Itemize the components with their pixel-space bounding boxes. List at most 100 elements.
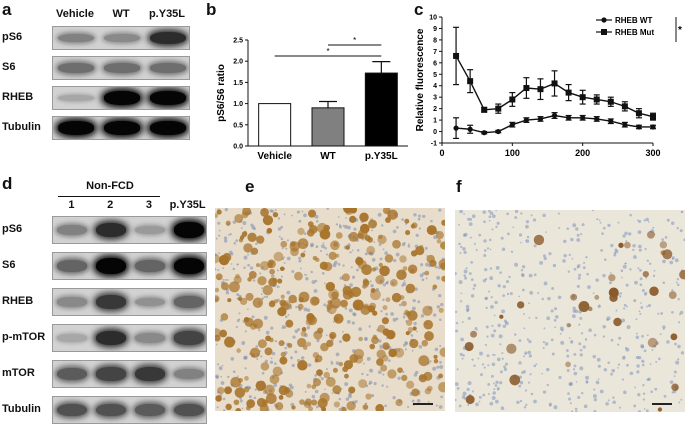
nucleus: [284, 315, 288, 319]
stained-cell: [225, 220, 231, 226]
y-axis-label: Relative fluorescence: [415, 28, 426, 131]
stained-cell: [361, 264, 372, 276]
stained-cell: [273, 251, 284, 262]
nucleus: [563, 239, 567, 244]
nucleus: [411, 349, 414, 352]
nucleus: [664, 236, 668, 239]
nucleus: [493, 388, 496, 391]
nucleus: [338, 397, 342, 401]
nucleus: [599, 389, 604, 394]
nucleus: [461, 357, 464, 360]
nucleus: [497, 284, 501, 288]
nucleus: [392, 317, 397, 322]
nucleus: [305, 274, 308, 276]
nucleus: [466, 387, 470, 392]
blot-band: [58, 121, 94, 135]
blot-band: [57, 368, 88, 380]
data-point: [579, 94, 586, 101]
nucleus: [567, 270, 571, 273]
data-point: [594, 116, 600, 122]
nucleus: [490, 333, 495, 338]
micrograph-texture: [215, 208, 445, 411]
nucleus: [482, 279, 487, 283]
nucleus: [593, 388, 596, 391]
nucleus: [657, 312, 660, 315]
nucleus: [579, 366, 584, 371]
blot-row-label: p-mTOR: [2, 331, 46, 343]
nucleus: [542, 390, 547, 394]
legend-label: RHEB Mut: [615, 28, 654, 37]
stained-cell: [248, 270, 257, 279]
stained-cell: [375, 275, 385, 285]
nucleus: [602, 324, 606, 329]
blot-band: [96, 222, 127, 238]
x-tick-label: 300: [645, 148, 660, 158]
nucleus: [468, 272, 472, 275]
nucleus: [573, 371, 578, 376]
nucleus: [261, 297, 264, 301]
stained-cell: [219, 329, 228, 338]
blot-band: [150, 31, 186, 45]
stained-cell: [224, 386, 232, 395]
stained-cell: [227, 298, 232, 303]
nucleus: [677, 358, 680, 361]
nucleus: [612, 396, 615, 399]
data-point: [580, 115, 586, 121]
stained-cell: [578, 300, 590, 312]
nucleus: [227, 234, 230, 236]
nucleus: [617, 363, 621, 366]
nucleus: [259, 272, 262, 275]
nucleus: [273, 383, 278, 388]
nucleus: [552, 263, 557, 268]
nucleus: [548, 404, 552, 407]
nucleus: [621, 356, 626, 360]
nucleus: [566, 227, 569, 230]
data-point: [551, 112, 558, 119]
nucleus: [636, 364, 640, 368]
nucleus: [325, 334, 328, 337]
nucleus: [625, 283, 629, 287]
nucleus: [370, 284, 374, 288]
stained-cell: [333, 313, 344, 324]
nucleus: [623, 303, 627, 307]
nucleus: [610, 243, 614, 248]
nucleus: [381, 224, 384, 227]
nucleus: [579, 316, 583, 320]
nucleus: [415, 233, 419, 237]
nucleus: [332, 320, 335, 323]
nucleus: [526, 235, 530, 239]
nucleus: [498, 334, 503, 339]
blot-row-label: RHEB: [2, 295, 34, 307]
nucleus: [645, 409, 649, 412]
stained-cell: [288, 294, 297, 304]
stained-cell: [317, 327, 324, 334]
nucleus: [599, 221, 602, 224]
nucleus: [462, 391, 467, 396]
nucleus: [677, 321, 681, 324]
stained-cell: [243, 243, 253, 253]
nucleus: [488, 219, 491, 222]
nucleus: [416, 399, 421, 403]
stained-cell: [307, 221, 314, 227]
nucleus: [342, 264, 345, 267]
nucleus: [369, 280, 372, 283]
nucleus: [541, 372, 544, 375]
stained-cell: [235, 408, 242, 411]
nucleus: [617, 221, 620, 224]
nucleus: [459, 252, 462, 255]
nucleus: [561, 328, 564, 332]
nucleus: [351, 249, 354, 252]
blot-strip: [52, 86, 190, 110]
blot-band: [173, 222, 204, 238]
nucleus: [645, 217, 649, 222]
stained-cell: [440, 262, 445, 271]
significance-label: *: [326, 47, 329, 56]
blot-band: [96, 258, 127, 274]
stained-cell: [438, 307, 444, 313]
nucleus: [502, 324, 507, 328]
nucleus: [652, 226, 655, 229]
nucleus: [523, 355, 526, 358]
stained-cell: [382, 305, 388, 311]
nucleus: [356, 248, 360, 252]
nucleus: [578, 273, 582, 277]
